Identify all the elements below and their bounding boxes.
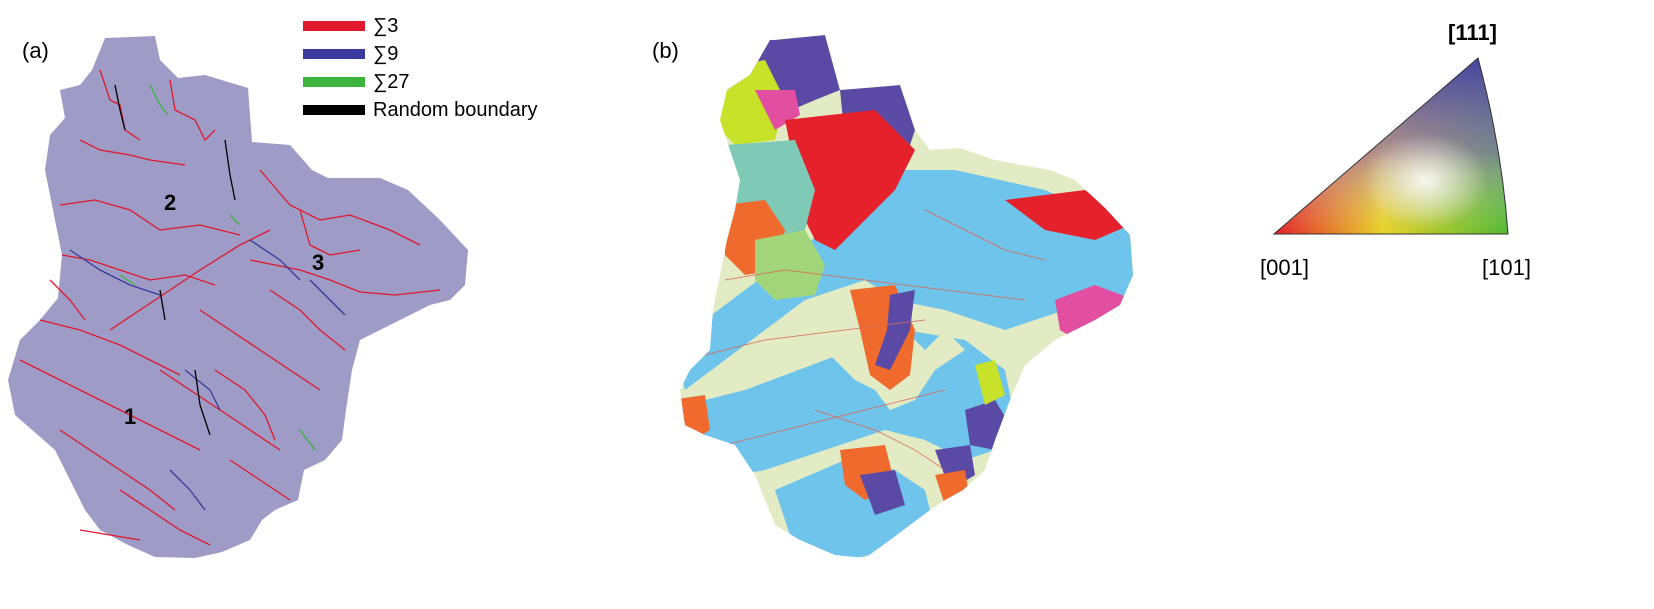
sigma27-boundaries — [119, 84, 316, 451]
legend-item-sigma27: ∑27 — [303, 68, 538, 96]
purple-grain-bottom — [860, 470, 905, 515]
legend-swatch-sigma27 — [303, 77, 365, 87]
red-grain-right — [1005, 190, 1130, 240]
ipf-triangle-outline — [1272, 57, 1509, 235]
yellowgreen-grain-lower-right — [975, 360, 1005, 405]
orientation-map — [680, 35, 1133, 558]
ipf-label-111: [111] — [1448, 20, 1497, 45]
legend-item-sigma3: ∑3 — [303, 12, 538, 40]
map-boundary-lines — [684, 209, 1046, 471]
grain-number-2: 2 — [164, 190, 177, 215]
legend-swatch-sigma9 — [303, 49, 365, 59]
legend-item-sigma9: ∑9 — [303, 40, 538, 68]
legend-label-sigma27: ∑27 — [373, 70, 410, 93]
legend-swatch-sigma3 — [303, 21, 365, 31]
legend-label-sigma3: ∑3 — [373, 14, 399, 37]
legend-label-sigma9: ∑9 — [373, 42, 399, 65]
green-grain-left — [755, 230, 825, 300]
orientation-map-body — [680, 35, 1133, 558]
grain-boundary-map — [8, 36, 468, 558]
panel-b-label: (b) — [652, 38, 679, 63]
orange-grain-lower-left — [680, 395, 710, 445]
sigma3-boundaries — [19, 69, 441, 546]
purple-lamella-center — [875, 290, 915, 370]
panel-a-label: (a) — [22, 38, 49, 63]
grain-number-1: 1 — [124, 404, 137, 429]
legend-swatch-random — [303, 105, 365, 115]
legend-item-random: Random boundary — [303, 96, 538, 124]
grain-number-3: 3 — [312, 250, 325, 275]
twin-band-blue-1 — [680, 170, 1133, 390]
legend-label-random: Random boundary — [373, 98, 538, 121]
grain-region-a — [8, 36, 468, 558]
random-boundaries — [114, 84, 236, 436]
ipf-color-key-triangle — [1272, 57, 1509, 235]
boundary-legend: ∑3 ∑9 ∑27 Random boundary — [303, 12, 538, 124]
ipf-label-001: [001] — [1260, 255, 1309, 280]
red-grain-top — [785, 110, 915, 250]
sigma9-boundaries — [69, 239, 346, 511]
ipf-label-101: [101] — [1482, 255, 1531, 280]
